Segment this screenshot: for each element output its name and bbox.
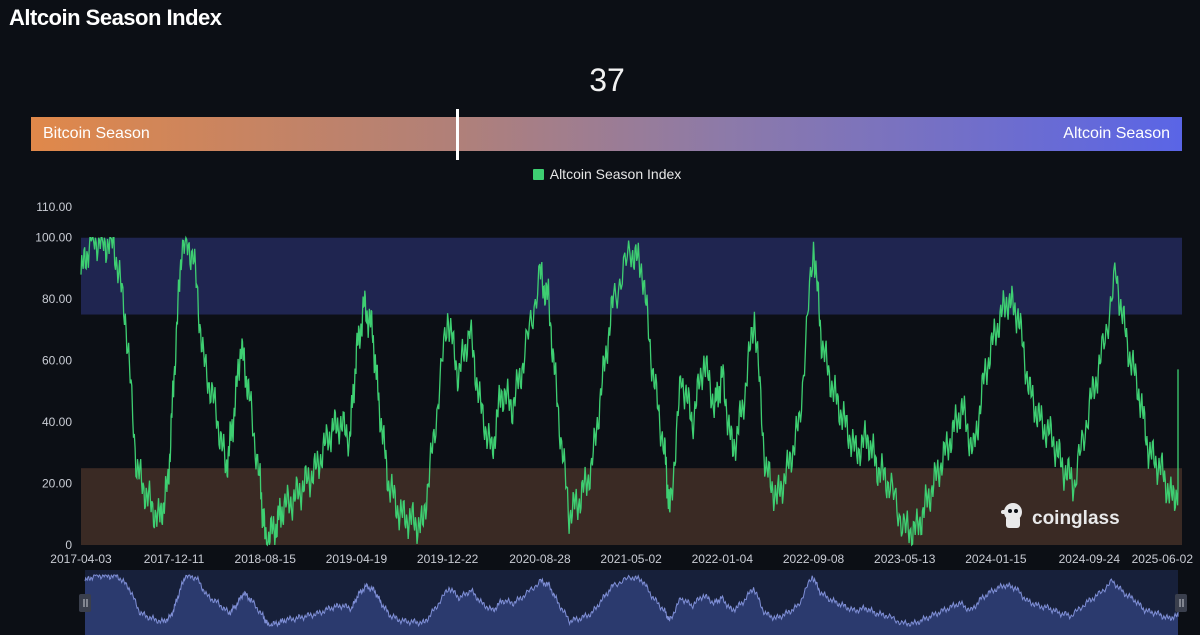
navigator-left-handle[interactable]: [79, 594, 91, 612]
y-tick-label: 110.00: [36, 200, 72, 214]
y-tick-label: 0: [65, 538, 72, 552]
bitcoin-season-label: Bitcoin Season: [43, 125, 150, 142]
coinglass-watermark: coinglass: [1001, 503, 1120, 529]
y-tick-label: 80.00: [42, 292, 72, 306]
x-tick-label: 2025-06-02: [1132, 552, 1194, 566]
x-tick-label: 2021-05-02: [600, 552, 662, 566]
y-tick-label: 60.00: [42, 354, 72, 368]
watermark-text: coinglass: [1032, 508, 1120, 529]
y-tick-label: 20.00: [42, 477, 72, 491]
x-tick-label: 2022-01-04: [692, 552, 754, 566]
legend-swatch: [532, 168, 544, 180]
x-tick-label: 2017-04-03: [50, 552, 112, 566]
y-tick-label: 40.00: [42, 415, 72, 429]
y-tick-label: 100.00: [35, 231, 72, 245]
season-gauge-bar: Bitcoin Season Altcoin Season: [31, 109, 1182, 160]
range-navigator[interactable]: [79, 570, 1187, 635]
band-altcoin-season: [81, 237, 1182, 315]
index-value: 37: [589, 62, 625, 98]
x-tick-label: 2019-12-22: [417, 552, 479, 566]
x-tick-label: 2024-09-24: [1059, 552, 1121, 566]
legend-label: Altcoin Season Index: [549, 166, 682, 182]
page-title: Altcoin Season Index: [9, 5, 222, 30]
gauge-marker: [455, 109, 459, 160]
navigator-right-handle[interactable]: [1175, 594, 1187, 612]
coinglass-logo-icon: [1001, 503, 1022, 528]
altcoin-season-label: Altcoin Season: [1063, 125, 1170, 142]
navigator-series-area: [85, 575, 1178, 635]
x-tick-label: 2019-04-19: [326, 552, 388, 566]
x-tick-label: 2020-08-28: [509, 552, 571, 566]
x-tick-label: 2023-05-13: [874, 552, 936, 566]
series-line-altcoin-season-index: [80, 235, 1179, 547]
navigator-series-line: [84, 574, 1179, 628]
chart-legend[interactable]: Altcoin Season Index: [0, 166, 1200, 182]
x-tick-label: 2018-08-15: [235, 552, 297, 566]
x-tick-label: 2024-01-15: [965, 552, 1027, 566]
x-tick-label: 2022-09-08: [783, 552, 845, 566]
x-tick-label: 2017-12-11: [144, 552, 205, 566]
